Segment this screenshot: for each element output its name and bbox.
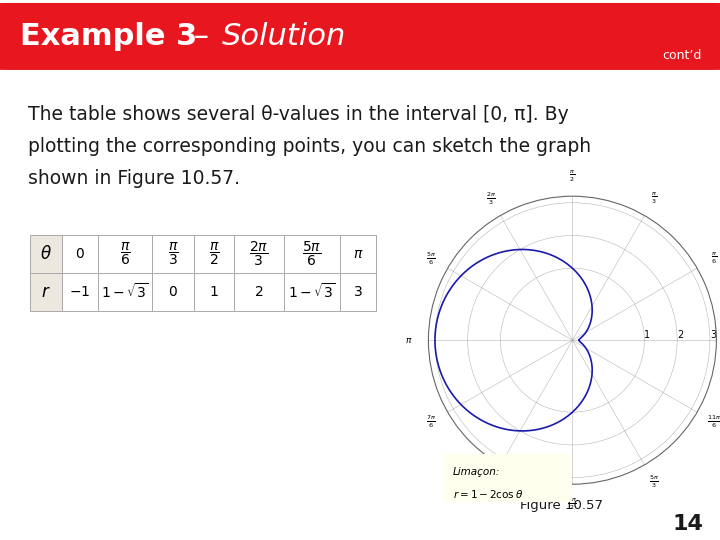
Bar bbox=[62, 273, 98, 311]
Text: Figure 10.57: Figure 10.57 bbox=[520, 499, 603, 512]
Bar bbox=[194, 235, 234, 273]
Bar bbox=[152, 235, 194, 273]
Text: $\dfrac{\pi}{3}$: $\dfrac{\pi}{3}$ bbox=[168, 241, 179, 267]
Text: $0$: $0$ bbox=[75, 247, 85, 261]
Text: Solution: Solution bbox=[222, 22, 346, 51]
Text: $r = 1 - 2\cos\theta$: $r = 1 - 2\cos\theta$ bbox=[453, 488, 523, 500]
Bar bbox=[340, 235, 376, 273]
Text: $\dfrac{5\pi}{6}$: $\dfrac{5\pi}{6}$ bbox=[302, 240, 322, 268]
Text: $3$: $3$ bbox=[353, 285, 363, 299]
Text: $\theta$: $\theta$ bbox=[40, 245, 52, 263]
Text: Example 3: Example 3 bbox=[20, 22, 197, 51]
Bar bbox=[340, 273, 376, 311]
Text: $1-\sqrt{3}$: $1-\sqrt{3}$ bbox=[288, 282, 336, 301]
Text: Limaçon:: Limaçon: bbox=[453, 467, 500, 477]
Text: shown in Figure 10.57.: shown in Figure 10.57. bbox=[28, 169, 240, 188]
Bar bbox=[62, 235, 98, 273]
Bar bbox=[284, 235, 340, 273]
Bar bbox=[234, 273, 284, 311]
Bar bbox=[30, 273, 62, 311]
Text: $\dfrac{\pi}{6}$: $\dfrac{\pi}{6}$ bbox=[120, 241, 130, 267]
Bar bbox=[194, 273, 234, 311]
Bar bbox=[98, 273, 152, 311]
Text: plotting the corresponding points, you can sketch the graph: plotting the corresponding points, you c… bbox=[28, 137, 591, 156]
Text: $1$: $1$ bbox=[210, 285, 219, 299]
Text: $\dfrac{2\pi}{3}$: $\dfrac{2\pi}{3}$ bbox=[249, 240, 269, 268]
Text: $2$: $2$ bbox=[254, 285, 264, 299]
Bar bbox=[234, 235, 284, 273]
Text: $0$: $0$ bbox=[168, 285, 178, 299]
Text: $\pi$: $\pi$ bbox=[353, 247, 364, 261]
FancyBboxPatch shape bbox=[0, 4, 720, 69]
FancyBboxPatch shape bbox=[436, 451, 579, 504]
Bar bbox=[30, 235, 62, 273]
Text: $1-\sqrt{3}$: $1-\sqrt{3}$ bbox=[101, 282, 149, 301]
Text: cont’d: cont’d bbox=[662, 49, 702, 62]
Text: $\dfrac{\pi}{2}$: $\dfrac{\pi}{2}$ bbox=[209, 241, 220, 267]
Bar bbox=[98, 235, 152, 273]
Text: $-1$: $-1$ bbox=[69, 285, 91, 299]
Text: 14: 14 bbox=[672, 514, 703, 534]
Text: $r$: $r$ bbox=[41, 283, 51, 301]
Text: –: – bbox=[184, 22, 218, 51]
Bar bbox=[284, 273, 340, 311]
Bar bbox=[152, 273, 194, 311]
Text: The table shows several θ-values in the interval [0, π]. By: The table shows several θ-values in the … bbox=[28, 105, 569, 124]
